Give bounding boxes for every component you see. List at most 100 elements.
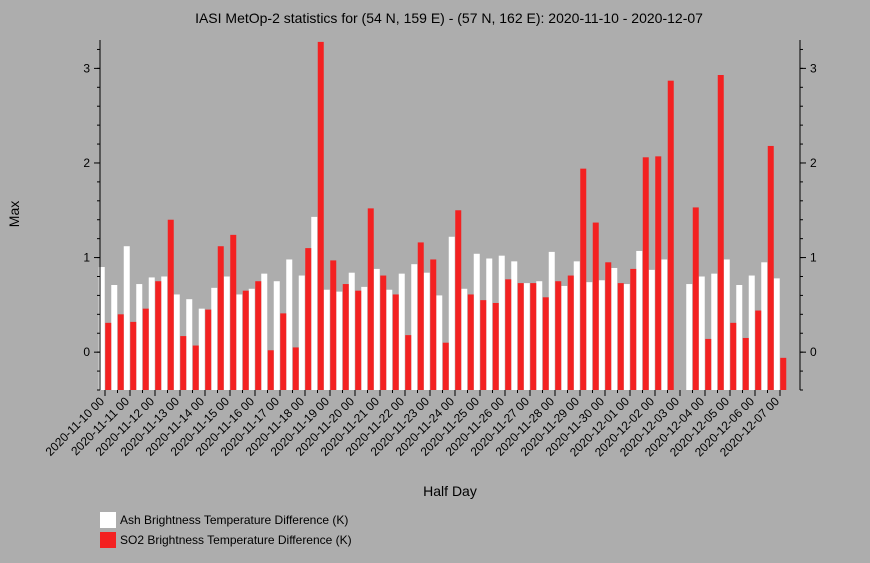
bar-so2 — [480, 300, 487, 390]
bar-ash — [136, 284, 143, 390]
bar-so2 — [530, 283, 537, 390]
bar-so2 — [605, 262, 612, 390]
bar-so2 — [342, 284, 349, 390]
bar-ash — [573, 261, 580, 390]
axes-group: 0 0 1 1 2 2 3 3 — [83, 40, 817, 391]
bar-ash — [298, 275, 305, 390]
bar-ash — [98, 267, 105, 390]
bar-ash — [686, 284, 693, 390]
bar-ash — [623, 284, 630, 390]
y-axis-label: Max — [6, 201, 22, 227]
bar-so2 — [692, 207, 699, 390]
bar-ash — [386, 289, 393, 390]
bar-so2 — [730, 322, 737, 390]
bar-ash — [598, 280, 605, 390]
bar-so2 — [467, 294, 474, 390]
y-tick-label-right: 3 — [810, 61, 817, 75]
bar-ash — [198, 308, 205, 390]
bar-ash — [636, 250, 643, 390]
bar-so2 — [305, 248, 312, 390]
bar-ash — [161, 276, 168, 390]
bar-ash — [336, 291, 343, 390]
bar-so2 — [442, 342, 449, 390]
bar-ash — [236, 294, 243, 390]
bar-so2 — [567, 275, 574, 390]
bar-ash — [736, 285, 743, 390]
bar-so2 — [217, 246, 224, 390]
bar-so2 — [780, 357, 787, 390]
bar-ash — [423, 272, 430, 390]
bar-so2 — [167, 219, 174, 390]
y-tick-label-left: 1 — [83, 251, 90, 265]
bar-so2 — [455, 210, 462, 390]
bar-so2 — [180, 336, 187, 390]
bar-ash — [148, 277, 155, 390]
bar-so2 — [242, 290, 249, 390]
bar-ash — [123, 246, 130, 390]
bar-so2 — [742, 337, 749, 390]
bar-so2 — [105, 322, 112, 390]
bar-so2 — [280, 313, 287, 390]
bar-so2 — [505, 279, 512, 390]
bar-so2 — [130, 321, 137, 390]
bar-so2 — [417, 242, 424, 390]
bar-so2 — [192, 345, 199, 390]
bar-ash — [398, 273, 405, 390]
bar-so2 — [642, 157, 649, 390]
bar-ash — [373, 268, 380, 390]
bar-so2 — [255, 281, 262, 390]
bar-ash — [773, 278, 780, 390]
bar-so2 — [717, 75, 724, 390]
bar-so2 — [155, 281, 162, 390]
bar-ash — [361, 286, 368, 390]
bar-ash — [323, 289, 330, 390]
bars-group — [98, 41, 787, 391]
bar-ash — [548, 251, 555, 390]
bar-so2 — [292, 347, 299, 390]
bar-ash — [111, 285, 118, 390]
bar-ash — [661, 259, 668, 390]
bar-ash — [286, 259, 293, 390]
bar-ash — [411, 264, 418, 390]
y-tick-label-right: 2 — [810, 156, 817, 170]
legend-item-ash: Ash Brightness Temperature Difference (K… — [100, 512, 352, 528]
bar-so2 — [317, 41, 324, 390]
bar-ash — [448, 236, 455, 390]
bar-ash — [461, 288, 468, 390]
bar-so2 — [430, 259, 437, 390]
bar-ash — [211, 287, 218, 390]
bar-ash — [723, 259, 730, 390]
y-tick-label-left: 3 — [83, 61, 90, 75]
bar-ash — [261, 273, 268, 390]
y-tick-label-right: 1 — [810, 251, 817, 265]
bar-so2 — [517, 283, 524, 390]
bar-so2 — [267, 350, 274, 390]
bar-ash — [223, 276, 230, 390]
bar-ash — [586, 282, 593, 390]
bar-ash — [523, 283, 530, 390]
bar-so2 — [142, 308, 149, 390]
bar-ash — [273, 281, 280, 390]
bar-so2 — [767, 145, 774, 390]
bar-ash — [436, 295, 443, 390]
bar-so2 — [617, 283, 624, 390]
chart-title: IASI MetOp-2 statistics for (54 N, 159 E… — [195, 10, 703, 26]
legend-label-so2: SO2 Brightness Temperature Difference (K… — [120, 533, 352, 547]
bar-so2 — [205, 309, 212, 390]
bar-so2 — [630, 268, 637, 390]
bar-so2 — [555, 281, 562, 390]
legend: Ash Brightness Temperature Difference (K… — [100, 512, 352, 552]
legend-swatch-so2 — [100, 532, 116, 548]
bar-ash — [748, 275, 755, 390]
y-tick-label-right: 0 — [810, 345, 817, 359]
bar-so2 — [580, 168, 587, 390]
bar-so2 — [355, 290, 362, 390]
y-tick-label-left: 2 — [83, 156, 90, 170]
legend-swatch-ash — [100, 512, 116, 528]
bar-so2 — [117, 314, 124, 390]
bar-ash — [486, 258, 493, 390]
bar-ash — [611, 267, 618, 390]
bar-so2 — [392, 294, 399, 390]
bar-so2 — [492, 302, 499, 390]
